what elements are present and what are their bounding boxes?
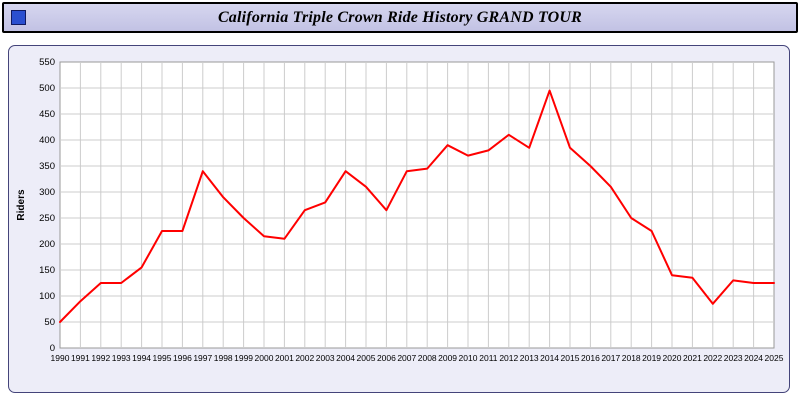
chart-panel: 0 50 100 150 200 250 300 350 400 450 500 550 1990 199… xyxy=(8,45,790,393)
svg-text:2002: 2002 xyxy=(295,353,314,363)
svg-text:2001: 2001 xyxy=(275,353,294,363)
svg-text:500: 500 xyxy=(39,83,55,94)
window-title: California Triple Crown Ride History GRA… xyxy=(217,8,583,26)
svg-text:1998: 1998 xyxy=(214,353,233,363)
svg-text:2012: 2012 xyxy=(499,353,518,363)
svg-text:1996: 1996 xyxy=(173,353,192,363)
svg-text:2015: 2015 xyxy=(561,353,580,363)
svg-text:1995: 1995 xyxy=(153,353,172,363)
svg-text:1991: 1991 xyxy=(71,353,90,363)
svg-text:0: 0 xyxy=(50,343,55,354)
svg-text:2004: 2004 xyxy=(336,353,355,363)
svg-text:550: 550 xyxy=(39,57,55,68)
svg-text:2025: 2025 xyxy=(765,353,784,363)
svg-text:2007: 2007 xyxy=(397,353,416,363)
svg-text:2008: 2008 xyxy=(418,353,437,363)
svg-text:2011: 2011 xyxy=(479,353,498,363)
window-icon xyxy=(11,10,26,25)
svg-text:Riders: Riders xyxy=(16,189,27,221)
svg-text:2022: 2022 xyxy=(703,353,722,363)
svg-text:2018: 2018 xyxy=(622,353,641,363)
svg-text:2013: 2013 xyxy=(520,353,539,363)
svg-text:150: 150 xyxy=(39,265,55,276)
svg-text:2014: 2014 xyxy=(540,353,559,363)
svg-text:2000: 2000 xyxy=(255,353,274,363)
svg-text:2016: 2016 xyxy=(581,353,600,363)
svg-text:100: 100 xyxy=(39,291,55,302)
svg-text:2021: 2021 xyxy=(683,353,702,363)
svg-text:2020: 2020 xyxy=(663,353,682,363)
window-titlebar: California Triple Crown Ride History GRA… xyxy=(2,2,798,33)
svg-text:2024: 2024 xyxy=(744,353,763,363)
svg-text:2023: 2023 xyxy=(724,353,743,363)
svg-text:1997: 1997 xyxy=(193,353,212,363)
svg-text:2017: 2017 xyxy=(601,353,620,363)
svg-text:450: 450 xyxy=(39,109,55,120)
svg-text:1992: 1992 xyxy=(91,353,110,363)
svg-text:2006: 2006 xyxy=(377,353,396,363)
svg-text:2019: 2019 xyxy=(642,353,661,363)
svg-text:400: 400 xyxy=(39,135,55,146)
svg-text:250: 250 xyxy=(39,213,55,224)
svg-text:2005: 2005 xyxy=(357,353,376,363)
svg-text:200: 200 xyxy=(39,239,55,250)
svg-text:50: 50 xyxy=(44,317,55,328)
svg-text:300: 300 xyxy=(39,187,55,198)
svg-text:350: 350 xyxy=(39,161,55,172)
svg-text:1990: 1990 xyxy=(51,353,70,363)
svg-text:2009: 2009 xyxy=(438,353,457,363)
svg-text:1994: 1994 xyxy=(132,353,151,363)
svg-text:1999: 1999 xyxy=(234,353,253,363)
svg-text:1993: 1993 xyxy=(112,353,131,363)
svg-text:2010: 2010 xyxy=(459,353,478,363)
svg-text:2003: 2003 xyxy=(316,353,335,363)
